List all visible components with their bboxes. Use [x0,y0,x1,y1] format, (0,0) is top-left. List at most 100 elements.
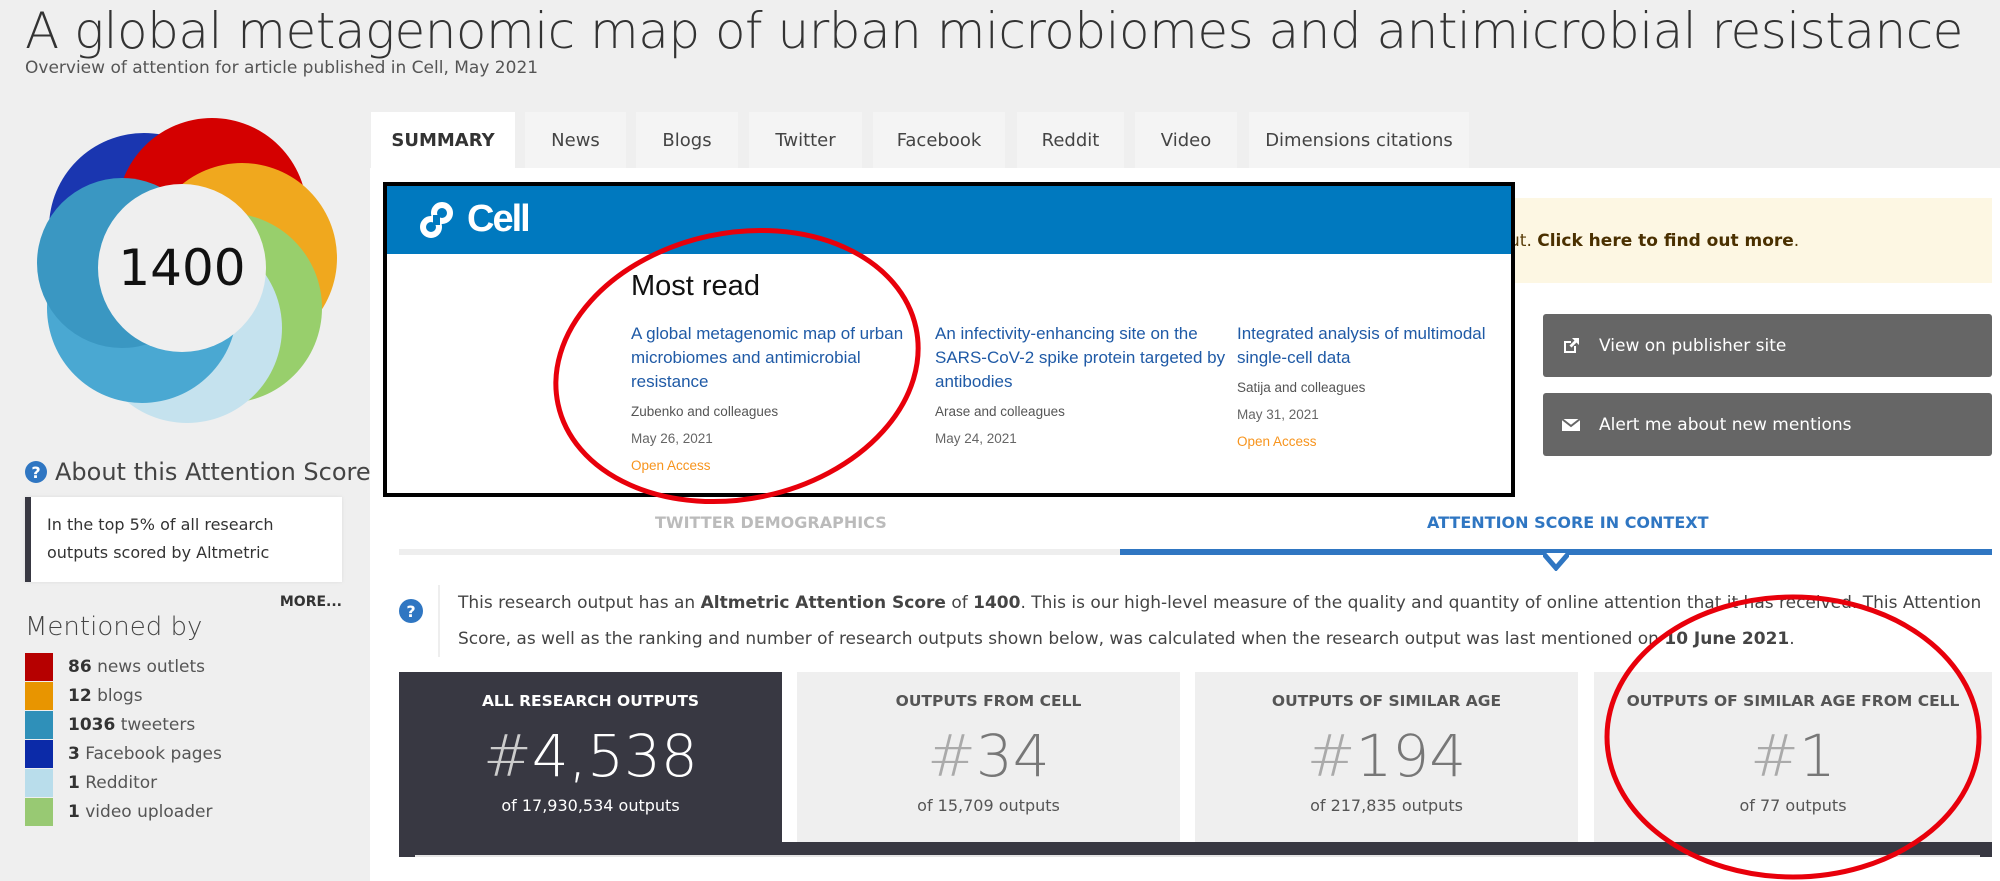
open-access-label: Open Access [1237,434,1317,449]
tab-label: SUMMARY [391,129,495,151]
mention-count: 3 [68,744,80,764]
article-card[interactable]: An infectivity-enhancing site on the SAR… [935,322,1230,446]
card-heading: ALL RESEARCH OUTPUTS [481,692,700,710]
more-link[interactable]: MORE... [279,594,342,610]
mention-count: 1 [68,802,80,822]
mention-type: Facebook pages [85,744,222,764]
tab-label: Twitter [775,129,836,151]
card-similar-age-from-cell: OUTPUTS OF SIMILAR AGE FROM CELL #1 of 7… [1594,672,1992,842]
mention-type: news outlets [97,657,206,677]
tab-summary[interactable]: SUMMARY [371,112,515,168]
cell-header: Cell [387,186,1511,254]
mention-item[interactable]: 1 video uploader [25,798,212,826]
rank-value: 34 [975,722,1050,790]
mention-count: 12 [68,686,92,706]
mention-item[interactable]: 1 Redditor [25,769,157,797]
card-total: of 15,709 outputs [917,796,1060,815]
page-subtitle: Overview of attention for article publis… [25,58,539,78]
article-date: May 24, 2021 [935,431,1017,446]
notice-suffix: . [1793,231,1800,251]
card-heading: OUTPUTS OF SIMILAR AGE [1271,692,1502,710]
ctx-bold: 10 June 2021 [1664,629,1790,649]
card-rank: #194 [1306,722,1467,790]
envelope-icon [1561,417,1581,431]
color-swatch [25,711,53,739]
tab-facebook[interactable]: Facebook [873,112,1005,168]
notice-banner[interactable]: ut. Click here to find out more. [1480,198,1992,283]
view-publisher-label: View on publisher site [1599,335,1787,356]
tab-twitter-demographics[interactable]: TWITTER DEMOGRAPHICS [655,513,887,532]
rank-value: 194 [1355,722,1467,790]
tab-label: Reddit [1041,129,1100,151]
external-link-icon [1564,337,1579,353]
mentioned-by-heading: Mentioned by [25,612,203,642]
card-rank: #1 [1750,722,1836,790]
article-authors: Zubenko and colleagues [631,404,779,419]
article-authors: Arase and colleagues [935,404,1065,419]
card-heading: OUTPUTS OF SIMILAR AGE FROM CELL [1626,692,1960,710]
mention-label: 1036 tweeters [68,715,195,735]
tab-news[interactable]: News [525,112,626,168]
mention-type: blogs [97,686,143,706]
mention-label: 86 news outlets [68,657,205,677]
question-icon[interactable]: ? [399,599,423,623]
article-card[interactable]: Integrated analysis of multimodal single… [1237,322,1511,449]
tab-attention-score-context[interactable]: ATTENTION SCORE IN CONTEXT [1427,513,1709,532]
open-access-label: Open Access [631,458,711,473]
card-outputs-from-cell: OUTPUTS FROM CELL #34 of 15,709 outputs [797,672,1180,842]
mention-item[interactable]: 1036 tweeters [25,711,195,739]
cell-logo: Cell [417,198,531,241]
tab-reddit[interactable]: Reddit [1017,112,1124,168]
article-title-link[interactable]: An infectivity-enhancing site on the SAR… [935,324,1226,391]
score-context-text: This research output has an Altmetric At… [438,585,1992,657]
tab-blogs[interactable]: Blogs [636,112,738,168]
card-rank: #34 [927,722,1050,790]
tab-twitter[interactable]: Twitter [749,112,862,168]
alert-mentions-button[interactable]: Alert me about new mentions [1543,393,1992,456]
subtab-track [399,549,1120,555]
tab-label: Blogs [662,129,712,151]
mention-count: 86 [68,657,92,677]
article-title-link[interactable]: Integrated analysis of multimodal single… [1237,324,1486,367]
alert-mentions-label: Alert me about new mentions [1599,414,1852,435]
tab-label: Video [1160,129,1212,151]
find-out-more-link[interactable]: Click here to find out more [1537,231,1794,251]
mention-label: 1 Redditor [68,773,157,793]
article-date: May 31, 2021 [1237,407,1319,422]
article-card[interactable]: A global metagenomic map of urban microb… [631,322,926,473]
view-publisher-button[interactable]: View on publisher site [1543,314,1992,377]
mention-item[interactable]: 3 Facebook pages [25,740,222,768]
donut-center [98,184,266,352]
ctx-bold: 1400 [973,593,1021,613]
tab-dimensions-citations[interactable]: Dimensions citations [1249,112,1469,168]
mention-type: video uploader [85,802,213,822]
color-swatch [25,769,53,797]
altmetric-donut[interactable]: 1400 [22,108,342,428]
card-total: of 17,930,534 outputs [501,796,680,815]
cards-footer-bar [399,842,1992,857]
active-pointer-icon [1543,553,1569,571]
article-title-link[interactable]: A global metagenomic map of urban microb… [631,324,904,391]
mention-type: Redditor [85,773,158,793]
most-read-heading: Most read [631,270,760,302]
card-similar-age: OUTPUTS OF SIMILAR AGE #194 of 217,835 o… [1195,672,1578,842]
score-value: 1400 [118,239,245,297]
cell-most-read-screenshot: Cell Most read A global metagenomic map … [383,182,1515,497]
article-authors: Satija and colleagues [1237,380,1366,395]
mention-item[interactable]: 12 blogs [25,682,143,710]
tab-video[interactable]: Video [1135,112,1237,168]
about-score-heading[interactable]: ? About this Attention Score [25,458,371,486]
color-swatch [25,798,53,826]
cell-logo-text: Cell [467,198,531,240]
mention-label: 3 Facebook pages [68,744,222,764]
color-swatch [25,740,53,768]
top-percent-box: In the top 5% of all research outputs sc… [25,497,342,582]
divider [415,855,1980,857]
card-all-outputs: ALL RESEARCH OUTPUTS #4,538 of 17,930,53… [399,672,782,842]
rank-value: 4,538 [531,722,698,790]
mention-item[interactable]: 86 news outlets [25,653,205,681]
ctx-text: This research output has an [458,593,701,613]
article-date: May 26, 2021 [631,431,713,446]
ctx-text: of [945,593,974,613]
tab-label: News [551,129,600,151]
